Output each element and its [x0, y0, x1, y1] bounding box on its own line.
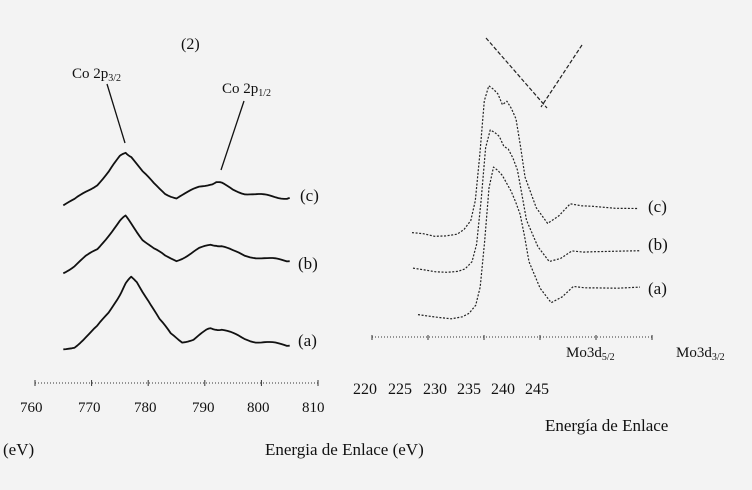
right-series-line-a — [417, 166, 641, 320]
right-tick-label: 230 — [423, 381, 447, 398]
right-tick-label: 245 — [525, 381, 549, 398]
left-tick-label: 790 — [192, 400, 215, 416]
right-x-axis — [371, 335, 653, 340]
co2p12-annotation: Co 2p1/2 — [222, 81, 272, 99]
right-series-line-c — [411, 85, 639, 237]
left-series-label-a: (a) — [298, 331, 317, 350]
left-x-axis-title: Energia de Enlace (eV) — [265, 440, 424, 459]
right-tick-label: 225 — [388, 381, 412, 398]
left-x-axis — [34, 380, 319, 386]
left-tick-label: 810 — [302, 400, 325, 416]
co2p32-leader-line — [106, 83, 126, 144]
right-series-line-b — [412, 129, 641, 273]
left-series-line-b — [62, 214, 290, 275]
co2p32-annotation: Co 2p3/2 — [72, 66, 122, 84]
left-tick-label: 770 — [78, 400, 101, 416]
mo3d32-label: Mo3d3/2 — [676, 345, 725, 363]
left-tick-label: 760 — [20, 400, 43, 416]
left-series-label-b: (b) — [298, 254, 318, 273]
right-tick-label: 235 — [457, 381, 481, 398]
right-x-axis-title: Energía de Enlace — [545, 416, 669, 435]
left-series-group — [62, 151, 291, 351]
right-guide-lines — [485, 37, 583, 109]
left-annotation-lines — [106, 83, 245, 171]
right-series-label-b: (b) — [648, 235, 668, 254]
left-tick-label: 780 — [134, 400, 157, 416]
left-unit-label: (eV) — [3, 440, 35, 459]
left-panel-label: (2) — [181, 36, 200, 53]
co2p12-leader-line — [220, 100, 245, 171]
left-series-label-c: (c) — [300, 186, 319, 205]
right-tick-label: 220 — [353, 381, 377, 398]
mo3d52-label: Mo3d5/2 — [566, 345, 615, 363]
right-series-label-c: (c) — [648, 197, 667, 216]
left-tick-label: 800 — [247, 400, 270, 416]
left-series-line-c — [62, 151, 291, 207]
right-series-group — [411, 85, 641, 320]
mo3d52-guide-line — [485, 37, 548, 109]
left-series-line-a — [63, 275, 290, 351]
mo3d32-guide-line — [540, 44, 583, 108]
right-series-label-a: (a) — [648, 279, 667, 298]
right-tick-label: 240 — [491, 381, 515, 398]
